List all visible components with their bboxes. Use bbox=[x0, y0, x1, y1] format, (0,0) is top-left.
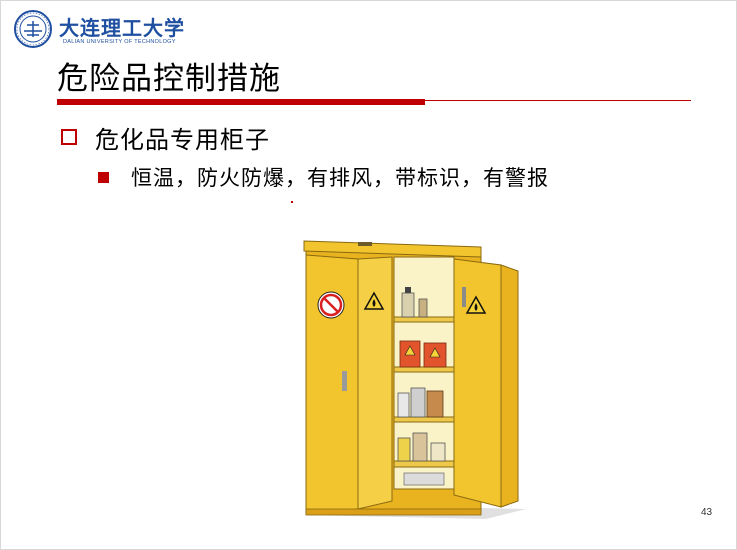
title-underline-thin bbox=[425, 100, 691, 101]
page-number: 43 bbox=[701, 507, 713, 518]
no-fire-sign-icon bbox=[319, 293, 343, 317]
bullet-level1-text: 危化品专用柜子 bbox=[95, 125, 270, 154]
chemical-containers bbox=[397, 287, 447, 486]
university-name-cn: 大连理工大学 bbox=[59, 16, 185, 40]
filled-square-bullet-icon bbox=[98, 171, 109, 183]
stray-mark bbox=[291, 201, 293, 203]
university-name-en: DALIAN UNIVERSITY OF TECHNOLOGY bbox=[63, 39, 176, 45]
university-seal-icon bbox=[14, 10, 52, 48]
title-underline-thick bbox=[57, 99, 425, 105]
safety-cabinet-illustration bbox=[303, 240, 526, 519]
bullet-level2: 恒温，防火防爆，有排风，带标识，有警报 bbox=[98, 162, 549, 192]
bullet-level1: 危化品专用柜子 bbox=[61, 121, 270, 154]
hollow-square-bullet-icon bbox=[61, 129, 77, 145]
bullet-level2-text: 恒温，防火防爆，有排风，带标识，有警报 bbox=[131, 166, 549, 190]
slide-title: 危险品控制措施 bbox=[57, 61, 281, 97]
university-logo: 大连理工大学 DALIAN UNIVERSITY OF TECHNOLOGY bbox=[13, 9, 184, 53]
